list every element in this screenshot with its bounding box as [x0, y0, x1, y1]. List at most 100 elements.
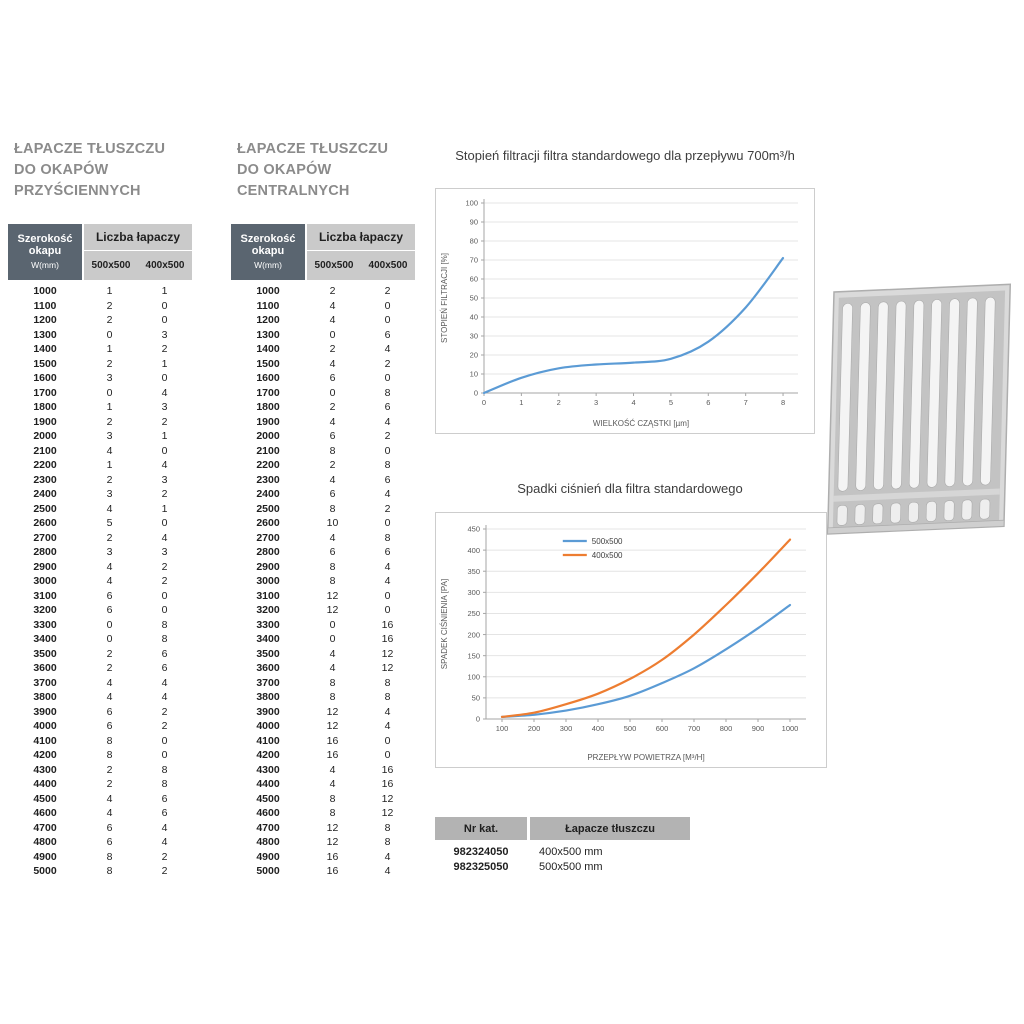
cell-count: 0 [384, 734, 391, 747]
cell-count: 2 [106, 763, 113, 776]
table-row: 2700 2 4 [8, 531, 192, 546]
table-row: 1800 2 6 [231, 400, 415, 415]
y-tick-label: 0 [476, 715, 480, 724]
table-row: 4600 8 12 [231, 806, 415, 821]
cell-width: 4500 [256, 792, 280, 805]
cell-count: 8 [384, 459, 391, 471]
cell-count: 2 [161, 343, 168, 355]
table-row: 1900 2 2 [8, 415, 192, 430]
catalog-header: Nr kat. Łapacze tłuszczu [435, 817, 690, 840]
cell-width: 2700 [256, 531, 280, 544]
table-row: 4100 16 0 [231, 734, 415, 749]
cell-width: 4200 [33, 749, 57, 761]
cell-width: 4100 [33, 734, 57, 747]
cell-width: 3400 [33, 633, 57, 645]
table-row: 4000 6 2 [8, 719, 192, 734]
cell-width: 1600 [256, 372, 280, 384]
cell-count: 0 [106, 386, 113, 399]
cell-count: 1 [106, 343, 113, 355]
cell-width: 2300 [256, 473, 280, 486]
cell-count: 2 [106, 647, 113, 660]
cell-count: 12 [381, 792, 394, 805]
cell-count: 8 [161, 633, 168, 645]
pressure-chart: 0 50 100 150 200 250 300 350 400 450 100 200 300 400 5… [435, 512, 827, 768]
table-row: 4500 8 12 [231, 792, 415, 807]
header-subcells: 500x500 400x500 [84, 251, 192, 280]
cell-count: 0 [384, 604, 391, 616]
cell-count: 1 [106, 401, 113, 413]
cell-count: 0 [384, 749, 391, 761]
y-tick-label: 200 [467, 630, 480, 639]
cell-count: 0 [161, 299, 168, 312]
cell-count: 0 [329, 386, 336, 399]
cell-count: 6 [384, 401, 391, 413]
cell-width: 1600 [33, 372, 57, 384]
x-tick-label: 0 [482, 398, 486, 407]
cell-count: 0 [106, 328, 113, 341]
y-axis-label: SPADEK CIŚNIENIA [PA] [440, 579, 449, 669]
cell-count: 0 [161, 372, 168, 384]
cell-count: 4 [384, 705, 391, 718]
table-row: 3300 0 16 [231, 618, 415, 633]
cell-count: 4 [329, 357, 336, 370]
table-row: 1100 2 0 [8, 299, 192, 314]
cell-count: 4 [161, 691, 168, 703]
cell-count: 1 [106, 459, 113, 471]
filter-slats [836, 296, 996, 526]
catalog-rows: 982324050 400x500 mm 982325050 500x500 mm [435, 845, 690, 875]
cell-width: 5000 [33, 865, 57, 877]
table-row: 3100 12 0 [231, 589, 415, 604]
x-tick-label: 5 [669, 398, 673, 407]
table-row: 3400 0 8 [8, 632, 192, 647]
cell-count: 8 [384, 691, 391, 703]
cell-count: 4 [384, 865, 391, 877]
header-subcells: 500x500 400x500 [307, 251, 415, 280]
table-row: 1000 1 1 [8, 284, 192, 299]
cell-count: 0 [329, 328, 336, 341]
cell-width: 4300 [256, 763, 280, 776]
cell-count: 4 [384, 575, 391, 587]
section-title-central: ŁAPACZE TŁUSZCZU DO OKAPÓW CENTRALNYCH [237, 139, 388, 202]
cell-count: 4 [329, 314, 336, 326]
table-row: 4900 8 2 [8, 850, 192, 865]
y-tick-label: 50 [472, 694, 480, 703]
cell-count: 8 [329, 807, 336, 819]
title-line: PRZYŚCIENNYCH [14, 183, 141, 199]
cell-width: 3600 [33, 662, 57, 674]
cell-count: 4 [161, 459, 168, 471]
filtration-chart-title: Stopień filtracji filtra standardowego d… [455, 148, 795, 163]
cell-count: 3 [106, 372, 113, 384]
cell-count: 5 [106, 517, 113, 529]
table-row: 3700 8 8 [231, 676, 415, 691]
header-width-sub: W(mm) [31, 260, 59, 270]
cell-count: 8 [329, 792, 336, 805]
cell-width: 1900 [33, 415, 57, 428]
cell-width: 1500 [33, 357, 57, 370]
table-row: 1200 4 0 [231, 313, 415, 328]
x-tick-label: 700 [688, 724, 701, 733]
table-row: 3700 4 4 [8, 676, 192, 691]
cell-width: 3800 [256, 691, 280, 703]
cell-count: 2 [161, 488, 168, 500]
table-row: 2400 3 2 [8, 487, 192, 502]
cell-width: 3300 [33, 618, 57, 631]
cell-width: 5000 [256, 865, 280, 877]
cell-count: 4 [329, 763, 336, 776]
table-row: 2300 2 3 [8, 473, 192, 488]
cell-count: 0 [384, 299, 391, 312]
x-tick-label: 300 [560, 724, 573, 733]
cell-width: 1900 [256, 415, 280, 428]
cell-count: 2 [384, 357, 391, 370]
y-tick-label: 90 [470, 218, 478, 227]
cell-count: 2 [106, 662, 113, 674]
cell-count: 1 [161, 502, 168, 515]
cell-count: 2 [106, 314, 113, 326]
x-tick-label: 800 [720, 724, 733, 733]
cell-count: 8 [161, 778, 168, 790]
table-row: 4300 2 8 [8, 763, 192, 778]
y-tick-label: 100 [465, 199, 478, 208]
cell-count: 8 [384, 386, 391, 399]
x-tick-label: 500 [624, 724, 637, 733]
cell-width: 4400 [33, 778, 57, 790]
header-col-400x500: 400x500 [145, 260, 185, 271]
